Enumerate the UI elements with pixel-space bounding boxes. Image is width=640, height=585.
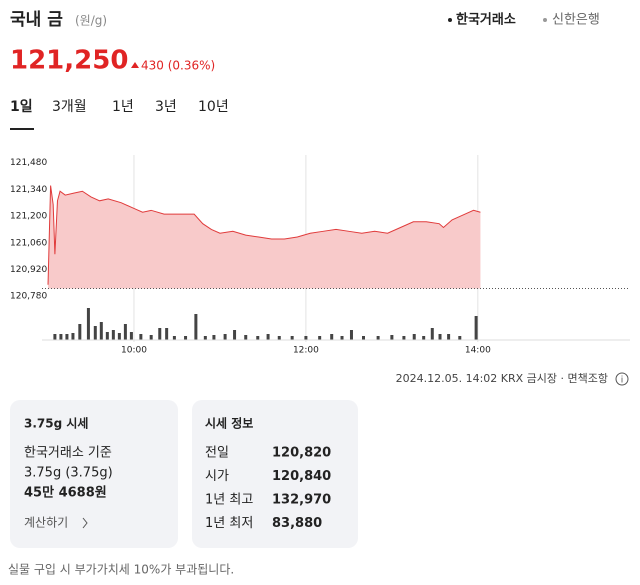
tab[interactable]: 10년	[198, 99, 229, 115]
row-label: 1년 최저	[205, 516, 253, 531]
volume-bar	[458, 336, 462, 340]
volume-bar	[139, 334, 143, 340]
volume-bar	[349, 330, 353, 340]
price-line	[47, 185, 481, 285]
volume-bar	[304, 336, 308, 340]
volume-bar	[340, 336, 344, 340]
row-value: 120,840	[272, 469, 331, 484]
row-value: 132,970	[272, 493, 331, 508]
volume-bar	[86, 308, 90, 340]
volume-bar	[223, 334, 227, 340]
price: 121,250	[10, 46, 128, 76]
volume-bar	[412, 334, 416, 340]
disclaimer[interactable]: 면책조항	[568, 372, 608, 385]
y-tick-label: 120,780	[10, 292, 47, 302]
area	[48, 185, 481, 289]
x-tick-label: 10:00	[121, 346, 147, 356]
y-tick-label: 120,920	[10, 265, 47, 275]
unit: (원/g)	[75, 14, 107, 28]
row-label: 전일	[205, 446, 229, 461]
volume-bar	[111, 330, 115, 340]
title: 국내 금	[10, 10, 63, 30]
volume-bar	[233, 330, 237, 340]
volume-bar	[165, 328, 169, 340]
footer: 실물 구입 시 부가가치세 10%가 부과됩니다.	[8, 563, 234, 577]
volume-bar	[430, 328, 434, 340]
x-tick-label: 14:00	[465, 346, 491, 356]
volume-bar	[438, 334, 442, 340]
row-label: 1년 최고	[205, 493, 253, 508]
volume-bar	[129, 332, 133, 340]
volume-bar	[105, 332, 109, 340]
info-icon[interactable]	[615, 372, 629, 386]
volume-bar	[212, 335, 216, 340]
volume-bar	[158, 328, 162, 340]
volume-bar	[266, 334, 270, 340]
timestamp-text: 2024.12.05. 14:02 KRX 금시장	[396, 372, 557, 385]
volume-bar	[376, 336, 380, 340]
volume-bar	[65, 334, 69, 340]
volume-bar	[93, 326, 97, 340]
card-text: 3.75g (3.75g)	[24, 466, 113, 481]
change: 430 (0.36%)	[141, 59, 215, 73]
volume-bar	[194, 314, 198, 340]
source-tab[interactable]: 신한은행	[552, 12, 600, 28]
volume-bar	[330, 334, 334, 340]
volume-bar	[318, 336, 322, 340]
info-icon-i: i	[621, 376, 624, 386]
card-price: 45만 4688원	[24, 485, 107, 501]
volume-bar	[99, 322, 103, 340]
source-tab[interactable]: 한국거래소	[456, 12, 516, 28]
volume-bar	[203, 336, 207, 340]
card	[10, 400, 178, 548]
dot	[448, 18, 452, 22]
row-value: 120,820	[272, 446, 331, 461]
volume-bar	[59, 334, 63, 340]
up-icon	[131, 62, 139, 68]
card	[192, 400, 358, 548]
chevron	[82, 517, 88, 529]
row-value: 83,880	[272, 516, 322, 531]
tab[interactable]: 3개월	[52, 99, 87, 115]
volume-bar	[172, 336, 176, 340]
volume-bar	[117, 333, 121, 340]
volume-bar	[290, 336, 294, 340]
y-tick-label: 121,060	[10, 238, 47, 248]
card-title: 시세 정보	[205, 416, 253, 431]
volume-bar	[244, 335, 248, 340]
volume-bar	[277, 336, 281, 340]
volume-bar	[447, 334, 451, 340]
card-text: 한국거래소 기준	[24, 446, 112, 461]
row-label: 시가	[205, 469, 229, 484]
card-title: 3.75g 시세	[24, 416, 88, 431]
y-tick-label: 121,200	[10, 212, 47, 222]
volume-bar	[123, 324, 127, 340]
volume-bar	[149, 335, 153, 340]
calc-link[interactable]: 계산하기	[24, 516, 68, 530]
volume-bar	[422, 336, 426, 340]
volume-bar	[53, 334, 57, 340]
tab[interactable]: 1년	[112, 99, 134, 115]
volume-bar	[78, 324, 82, 340]
tab[interactable]: 3년	[155, 99, 177, 115]
dot	[543, 18, 547, 22]
x-tick-label: 12:00	[293, 346, 319, 356]
volume-bar	[71, 333, 75, 340]
volume-bar	[402, 336, 406, 340]
volume-bar	[362, 336, 366, 340]
volume-bar	[256, 336, 260, 340]
volume-bar	[390, 335, 394, 340]
volume-bar	[474, 316, 478, 340]
timestamp: 2024.12.05. 14:02 KRX 금시장 · 면책조항	[396, 372, 608, 385]
tab[interactable]: 1일	[10, 99, 33, 115]
volume-bar	[184, 336, 188, 340]
y-tick-label: 121,340	[10, 185, 47, 195]
y-tick-label: 121,480	[10, 158, 47, 168]
